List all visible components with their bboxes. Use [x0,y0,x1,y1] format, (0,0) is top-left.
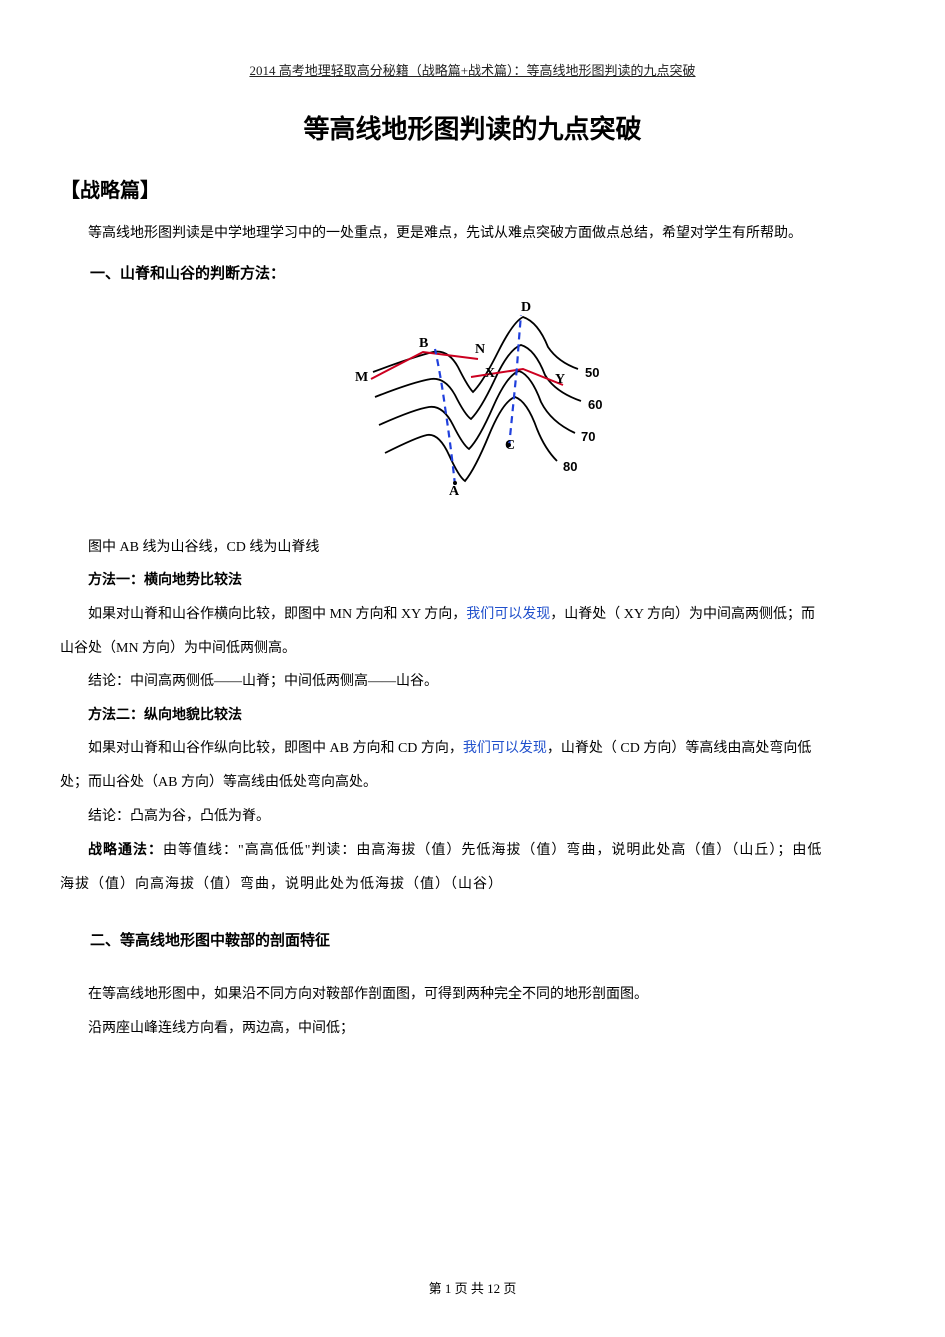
svg-text:X: X [485,366,495,381]
method2-title: 方法二：纵向地貌比较法 [60,699,885,733]
svg-text:80: 80 [563,459,577,474]
strategy-text1: 由等值线："高高低低"判读：由高海拔（值）先低海拔（值）弯曲，说明此处高（值）（… [163,843,822,858]
svg-text:M: M [355,370,368,385]
section2-p2: 沿两座山峰连线方向看，两边高，中间低； [60,1012,885,1046]
svg-text:50: 50 [585,365,599,380]
method1-title: 方法一：横向地势比较法 [60,564,885,598]
method1-p1a: 如果对山脊和山谷作横向比较，即图中 MN 方向和 XY 方向， [88,607,466,622]
method1-p1c: ，山脊处（ XY 方向）为中间高两侧低；而 [550,607,815,622]
svg-text:N: N [475,342,485,357]
method1-paragraph2: 山谷处（MN 方向）为中间低两侧高。 [60,632,885,666]
section2-p1: 在等高线地形图中，如果沿不同方向对鞍部作剖面图，可得到两种完全不同的地形剖面图。 [60,978,885,1012]
strategy-paragraph1: 战略通法：由等值线："高高低低"判读：由高海拔（值）先低海拔（值）弯曲，说明此处… [60,833,885,868]
contour-diagram: D B N M X Y C A 50 60 70 80 [323,297,623,507]
method2-p1b-highlight: 我们可以发现 [463,741,547,756]
section-header-strategy: 【战略篇】 [60,174,885,203]
strategy-paragraph2: 海拔（值）向高海拔（值）弯曲，说明此处为低海拔（值）（山谷） [60,868,885,902]
method2-paragraph2: 处；而山谷处（AB 方向）等高线由低处弯向高处。 [60,766,885,800]
svg-text:B: B [419,336,428,351]
method2-p1a: 如果对山脊和山谷作纵向比较，即图中 AB 方向和 CD 方向， [88,741,463,756]
diagram-caption: 图中 AB 线为山谷线，CD 线为山脊线 [60,531,885,565]
method1-p1b-highlight: 我们可以发现 [466,607,550,622]
subheading-1: 一、山脊和山谷的判断方法： [60,262,885,283]
method2-conclusion: 结论：凸高为谷，凸低为脊。 [60,800,885,834]
svg-text:60: 60 [588,397,602,412]
strategy-label: 战略通法： [88,841,163,857]
intro-paragraph: 等高线地形图判读是中学地理学习中的一处重点，更是难点，先试从难点突破方面做点总结… [60,219,885,250]
section2-title: 二、等高线地形图中鞍部的剖面特征 [60,929,885,950]
method1-conclusion: 结论：中间高两侧低——山脊；中间低两侧高——山谷。 [60,665,885,699]
svg-text:Y: Y [555,372,565,387]
method1-paragraph1: 如果对山脊和山谷作横向比较，即图中 MN 方向和 XY 方向，我们可以发现，山脊… [60,598,885,632]
method2-paragraph1: 如果对山脊和山谷作纵向比较，即图中 AB 方向和 CD 方向，我们可以发现，山脊… [60,732,885,766]
svg-text:70: 70 [581,429,595,444]
document-header: 2014 高考地理轻取高分秘籍（战略篇+战术篇）：等高线地形图判读的九点突破 [60,60,885,79]
main-title: 等高线地形图判读的九点突破 [60,109,885,146]
page-footer: 第 1 页 共 12 页 [0,1278,945,1297]
svg-text:D: D [521,300,531,315]
method2-p1c: ，山脊处（ CD 方向）等高线由高处弯向低 [547,741,811,756]
svg-text:A: A [449,484,460,499]
